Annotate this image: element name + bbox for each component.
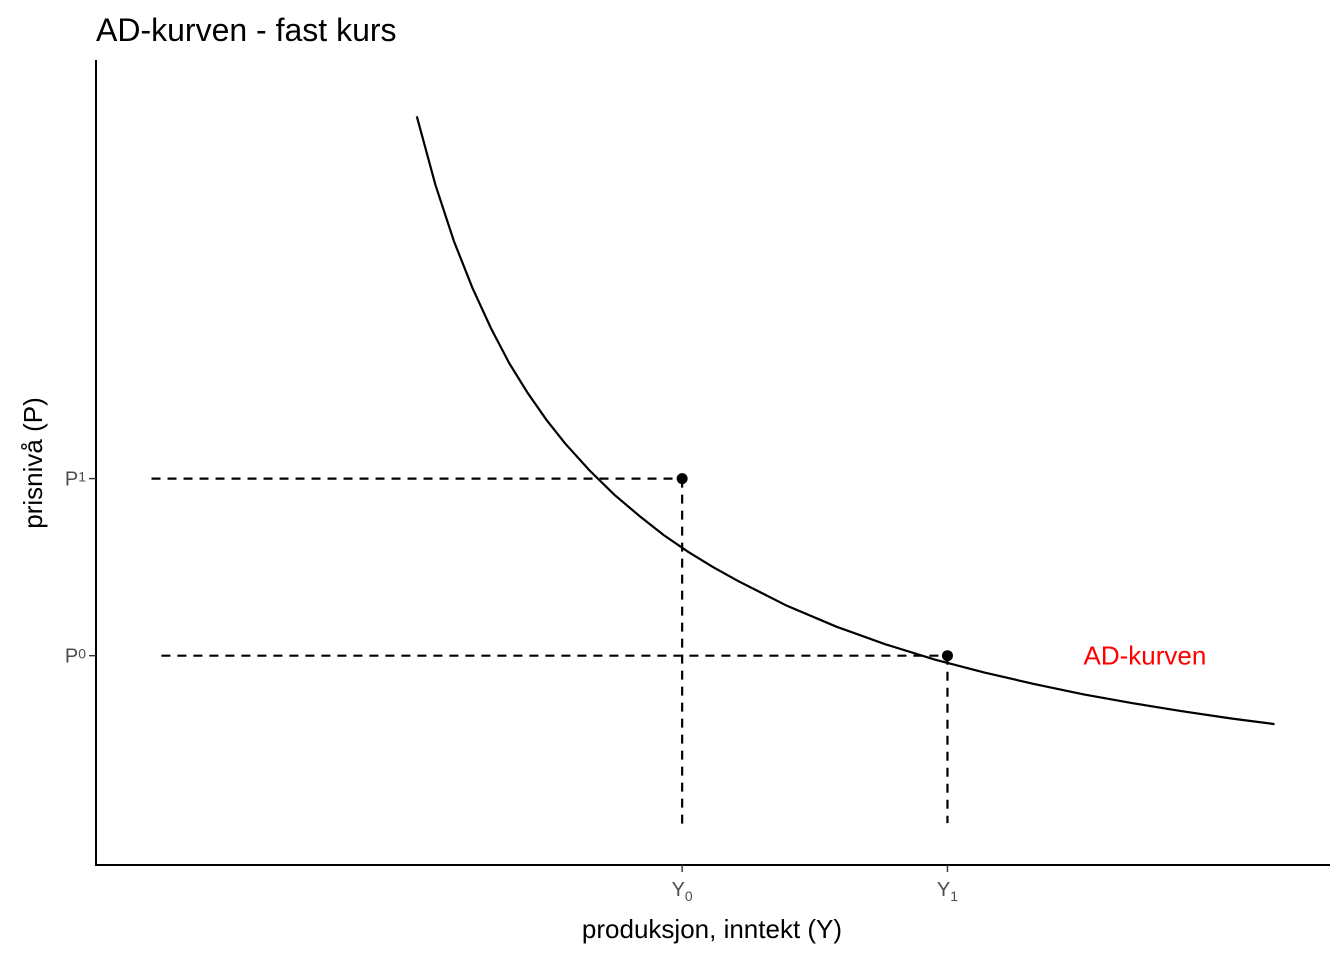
points-layer [676, 473, 953, 662]
data-point [941, 650, 953, 662]
ad-curve-line [415, 116, 1275, 726]
y-tick-label: P0 [65, 646, 86, 668]
data-point [676, 473, 688, 485]
x-axis-title: produksjon, inntekt (Y) [582, 914, 842, 944]
x-tick-label: Y0 [672, 879, 693, 904]
guide-lines [151, 477, 949, 829]
y-axis-title: prisnivå (P) [18, 397, 48, 528]
series-label: AD-kurven [1083, 641, 1206, 671]
y-tick-label: P1 [65, 469, 86, 491]
x-tick-label: Y1 [937, 879, 958, 904]
y-ticks: P0 P1 [65, 469, 96, 668]
x-ticks: Y0 Y1 [672, 865, 958, 904]
curve-layer [415, 116, 1275, 726]
chart-title: AD-kurven - fast kurs [96, 12, 397, 48]
